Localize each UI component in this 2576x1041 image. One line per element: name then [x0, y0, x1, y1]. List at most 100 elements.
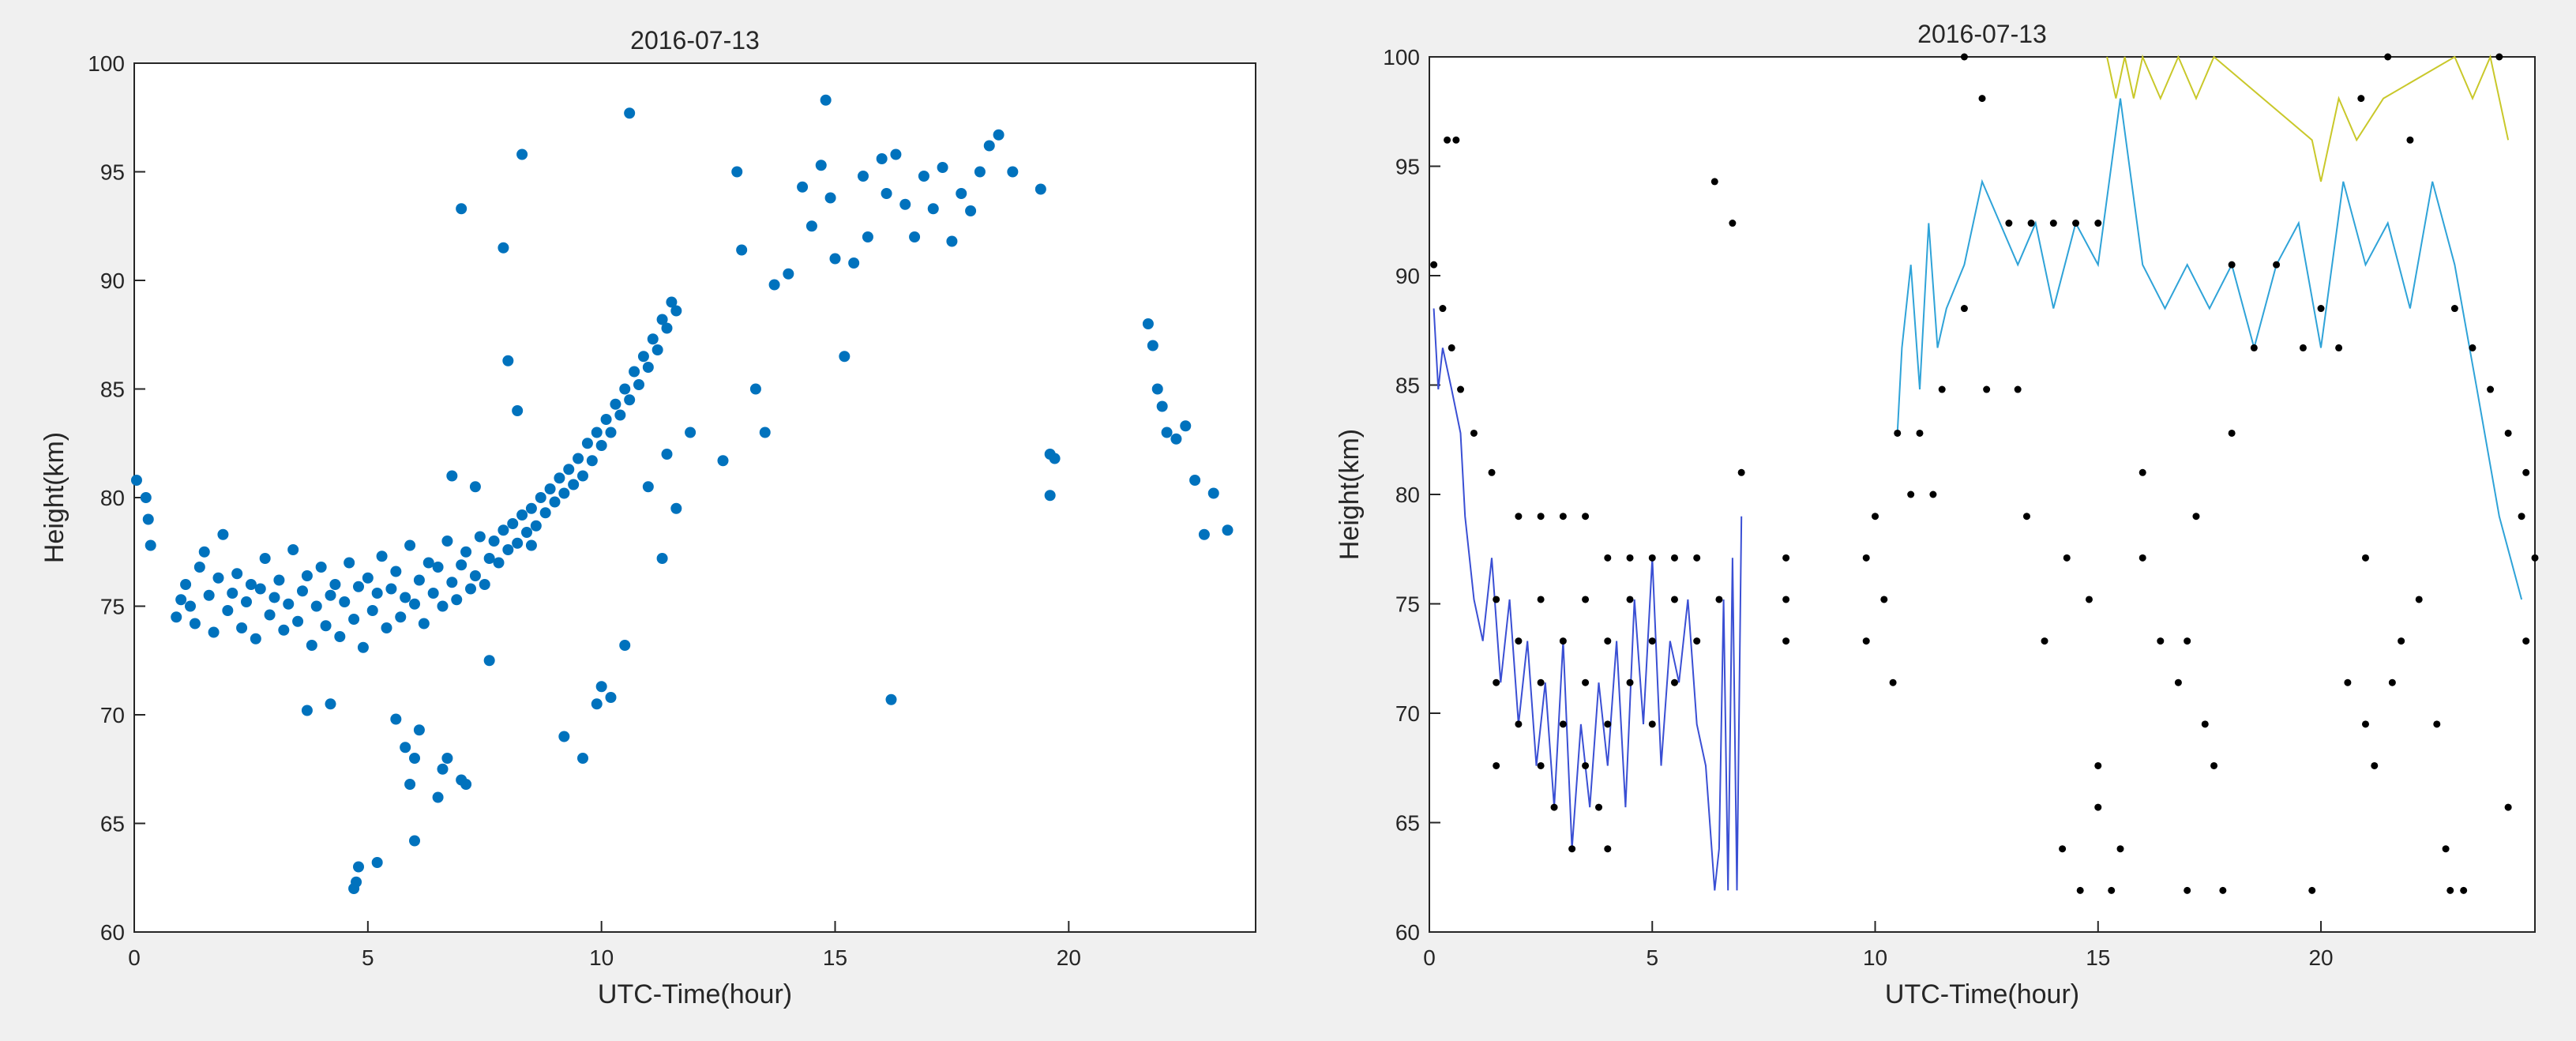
data-dot [2361, 720, 2369, 728]
data-dot [1626, 596, 1634, 603]
data-point [409, 753, 420, 764]
data-dot [2116, 845, 2124, 853]
y-tick-label: 90 [100, 269, 125, 293]
data-point [535, 492, 546, 503]
data-dot [1693, 637, 1701, 645]
data-dot [2357, 95, 2365, 103]
data-point [885, 693, 897, 705]
data-dot [1894, 429, 1902, 437]
y-tick-label: 80 [100, 486, 125, 510]
data-point [171, 611, 182, 623]
data-dot [1626, 554, 1634, 562]
data-dot [1537, 596, 1545, 603]
data-dot [2014, 385, 2022, 393]
data-dot [1568, 845, 1576, 853]
data-dot [2094, 761, 2102, 769]
data-point [432, 791, 444, 803]
data-point [1147, 340, 1158, 351]
data-dot [1457, 385, 1465, 393]
data-point [465, 583, 476, 595]
data-dot [2460, 886, 2468, 894]
data-dot [1710, 178, 1718, 186]
data-point [339, 596, 351, 607]
data-dot [1693, 554, 1701, 562]
data-point [348, 614, 360, 625]
data-point [1161, 427, 1173, 438]
data-point [301, 705, 313, 716]
data-point [189, 618, 201, 629]
data-point [956, 188, 967, 199]
data-point [400, 742, 411, 754]
data-dot [1782, 637, 1790, 645]
left-scatter-plot: 0 5 10 15 20 60 65 70 75 80 85 90 95 100 2016-07-13 UTC… [39, 26, 1256, 1009]
data-dot [2371, 761, 2379, 769]
data-point [404, 539, 416, 551]
data-point [1049, 453, 1061, 464]
data-point [469, 481, 481, 493]
data-dot [1782, 554, 1790, 562]
data-point [993, 129, 1004, 141]
data-point [460, 546, 472, 558]
data-point [320, 620, 332, 632]
data-point [633, 379, 644, 390]
data-dot [2157, 637, 2165, 645]
data-dot [1515, 720, 1523, 728]
data-point [460, 779, 472, 790]
data-dot [2273, 261, 2281, 269]
data-point [577, 470, 588, 482]
data-dot [2522, 468, 2530, 476]
chart-title: 2016-07-13 [1917, 20, 2047, 48]
data-point [736, 244, 748, 256]
data-dot [1470, 429, 1478, 437]
data-dot [2219, 886, 2227, 894]
data-point [254, 583, 266, 595]
x-tick-label: 5 [1646, 945, 1658, 970]
data-dot [2108, 886, 2116, 894]
data-point [427, 588, 439, 599]
x-tick-label: 15 [823, 945, 847, 970]
y-tick-label: 80 [1395, 483, 1420, 507]
data-point [250, 633, 261, 645]
y-tick-label: 60 [1395, 920, 1420, 945]
data-point [805, 220, 817, 232]
data-dot [2398, 637, 2405, 645]
data-point [516, 148, 528, 160]
data-point [815, 160, 827, 171]
data-dot [1648, 554, 1656, 562]
data-point [227, 588, 238, 599]
data-point [595, 681, 607, 693]
data-point [876, 153, 888, 164]
data-point [488, 536, 500, 547]
data-dot [2406, 136, 2414, 144]
data-point [573, 453, 584, 464]
data-point [661, 322, 673, 334]
data-dot [2192, 513, 2200, 520]
x-tick-label: 20 [2308, 945, 2333, 970]
data-point [595, 440, 607, 451]
data-dot [2027, 220, 2035, 227]
data-point [381, 622, 392, 633]
data-point [1035, 183, 1046, 195]
data-dot [1582, 513, 1590, 520]
data-point [353, 581, 364, 592]
data-point [983, 140, 995, 152]
data-point [759, 427, 771, 438]
data-point [1189, 475, 1201, 486]
data-dot [1582, 678, 1590, 686]
data-point [890, 148, 902, 160]
data-dot [1559, 720, 1567, 728]
data-point [446, 577, 458, 588]
data-dot [1862, 554, 1870, 562]
data-point [441, 536, 453, 547]
data-point [605, 692, 617, 703]
data-point [656, 553, 668, 564]
y-tick-label: 95 [100, 160, 125, 185]
data-dot [1862, 637, 1870, 645]
data-dot [2228, 429, 2236, 437]
x-tick-label: 10 [1863, 945, 1887, 970]
data-dot [2504, 803, 2512, 811]
data-point [858, 171, 869, 182]
data-point [390, 713, 402, 725]
data-point [666, 296, 678, 308]
